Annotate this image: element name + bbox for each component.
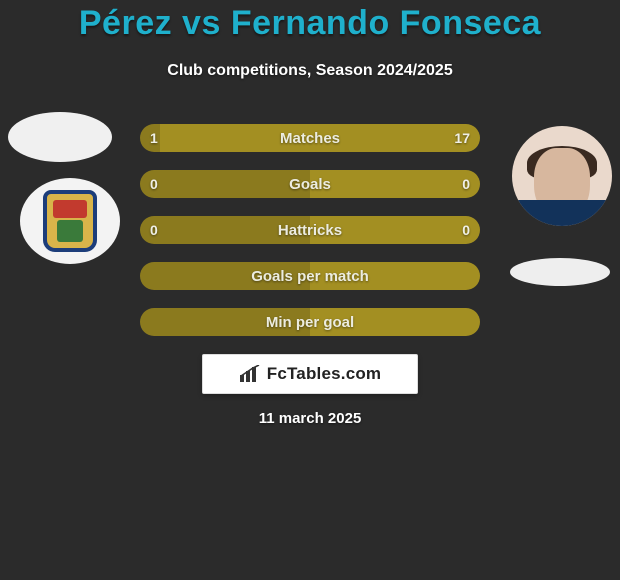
watermark: FcTables.com (202, 354, 418, 394)
bar-fill-left (140, 262, 310, 290)
stat-row: Goals00 (140, 170, 480, 198)
avatar-shirt (512, 200, 612, 226)
bar-fill-right (310, 170, 480, 198)
bar-fill-right (310, 262, 480, 290)
stat-row: Matches117 (140, 124, 480, 152)
stat-row: Goals per match (140, 262, 480, 290)
comparison-infographic: Pérez vs Fernando Fonseca Club competiti… (0, 0, 620, 580)
comparison-bars: Matches117 Goals00 Hattricks00 Goals per ma… (140, 124, 480, 354)
player-left-photo (8, 112, 112, 162)
club-crest-icon (43, 190, 97, 252)
bar-fill-left (140, 170, 310, 198)
date-stamp: 11 march 2025 (0, 410, 620, 427)
bar-fill-left (140, 216, 310, 244)
bar-fill-right (310, 216, 480, 244)
bar-fill-right (160, 124, 480, 152)
page-title: Pérez vs Fernando Fonseca (0, 4, 620, 43)
player-right-club-crest (510, 258, 610, 286)
player-left-club-crest (20, 178, 120, 264)
subtitle: Club competitions, Season 2024/2025 (0, 62, 620, 80)
bar-fill-left (140, 308, 310, 336)
watermark-text: FcTables.com (267, 364, 382, 384)
stat-row: Min per goal (140, 308, 480, 336)
bar-fill-left (140, 124, 160, 152)
bar-fill-right (310, 308, 480, 336)
bar-chart-icon (239, 365, 263, 383)
stat-row: Hattricks00 (140, 216, 480, 244)
player-right-photo (512, 126, 612, 226)
